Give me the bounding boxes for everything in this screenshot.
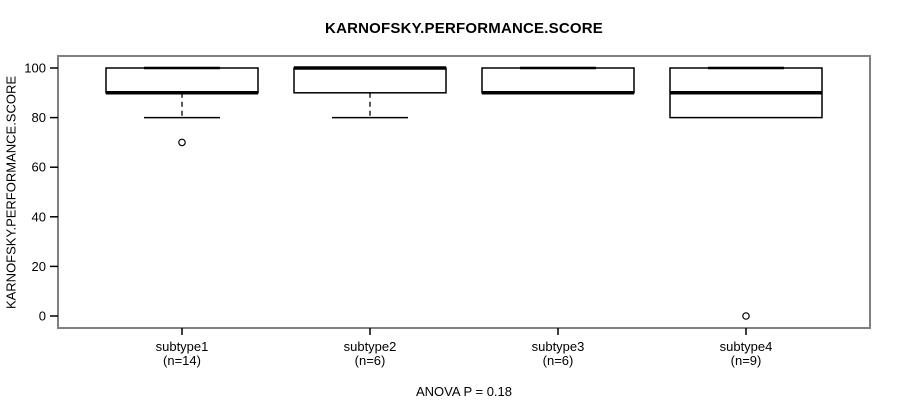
outlier-point xyxy=(178,138,186,147)
anova-annotation: ANOVA P = 0.18 xyxy=(416,384,512,399)
category-label: subtype3 xyxy=(532,339,585,354)
box-rect xyxy=(293,67,447,94)
outlier-point xyxy=(742,312,750,320)
box-subtype2 xyxy=(293,66,447,119)
y-tick-label: 40 xyxy=(32,209,46,224)
y-tick-label: 20 xyxy=(32,259,46,274)
category-label: subtype4 xyxy=(720,339,773,354)
y-tick-label: 100 xyxy=(24,61,46,76)
box-rect xyxy=(481,67,635,94)
category-sublabel: (n=6) xyxy=(355,353,386,368)
y-tick-label: 80 xyxy=(32,110,46,125)
chart-title: KARNOFSKY.PERFORMANCE.SCORE xyxy=(325,20,603,37)
y-tick-label: 0 xyxy=(39,309,46,324)
box-subtype1 xyxy=(105,66,259,147)
y-tick-label: 60 xyxy=(32,160,46,175)
category-label: subtype1 xyxy=(156,339,209,354)
category-sublabel: (n=6) xyxy=(543,353,574,368)
category-label: subtype2 xyxy=(344,339,397,354)
box-subtype3 xyxy=(481,66,635,95)
plot-frame xyxy=(57,55,871,329)
category-sublabel: (n=9) xyxy=(731,353,762,368)
box-rect xyxy=(105,67,259,94)
box-subtype4 xyxy=(669,66,823,320)
category-sublabel: (n=14) xyxy=(163,353,201,368)
